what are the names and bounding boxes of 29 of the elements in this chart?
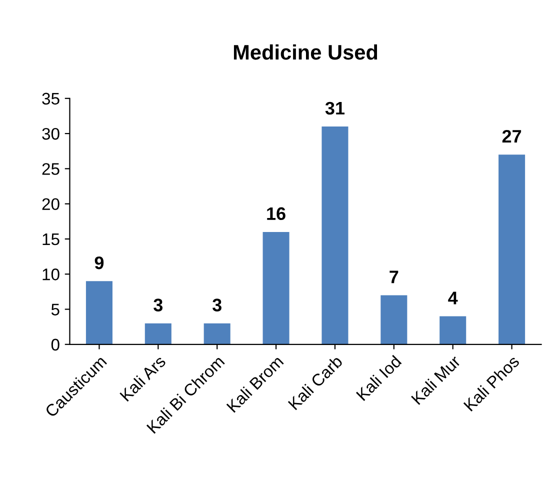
bar: [86, 281, 112, 344]
chart-title: Medicine Used: [234, 44, 378, 60]
x-tick-label: Kali Mur: [410, 354, 462, 406]
data-label: 31: [325, 102, 345, 115]
bar: [262, 232, 290, 344]
y-tick-label: 0: [51, 338, 60, 351]
bar: [144, 323, 172, 344]
bar: [380, 295, 408, 344]
data-label: 27: [502, 130, 522, 143]
data-label: 7: [390, 270, 398, 284]
bar: [498, 154, 526, 344]
bar: [440, 316, 466, 344]
x-tick-label: Kali Carb: [287, 354, 344, 410]
data-label: 9: [94, 256, 104, 270]
bar: [204, 323, 230, 344]
y-tick-label: 20: [42, 198, 60, 210]
data-label: 16: [267, 207, 286, 220]
y-tick-label: 30: [42, 128, 60, 140]
y-tick-label: 5: [51, 304, 60, 316]
y-tick-label: 35: [42, 92, 60, 105]
data-label: 3: [154, 298, 163, 312]
y-tick-label: 10: [42, 268, 60, 280]
bar: [322, 126, 348, 344]
y-tick-label: 15: [42, 234, 60, 246]
data-label: 4: [448, 292, 458, 304]
data-label: 3: [212, 298, 222, 312]
y-tick-label: 25: [42, 163, 60, 175]
x-tick-label: Kali Ars: [119, 354, 166, 402]
x-tick-label: Kali Iod: [356, 354, 402, 402]
